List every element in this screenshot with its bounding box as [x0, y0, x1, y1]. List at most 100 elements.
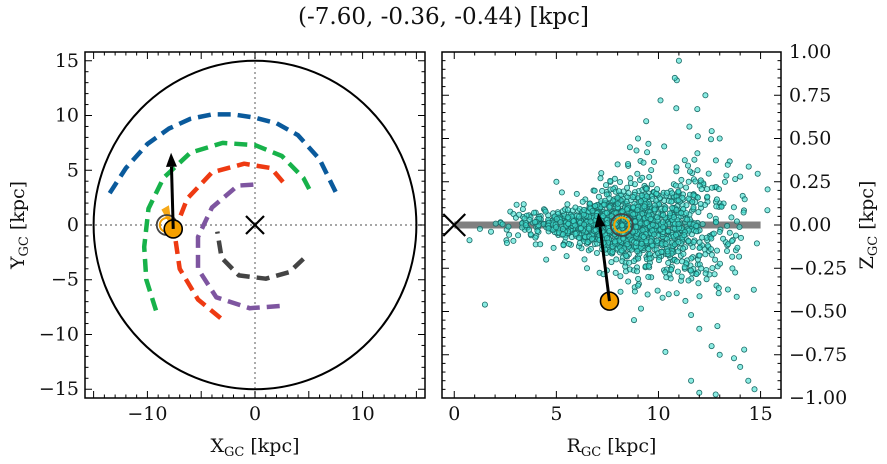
scatter-point [675, 239, 682, 246]
scatter-point [614, 200, 621, 207]
scatter-point [683, 184, 690, 191]
scatter-point [716, 351, 723, 358]
scatter-point [728, 238, 735, 245]
scatter-point [669, 190, 676, 197]
scatter-point [680, 245, 687, 252]
scatter-point [537, 241, 544, 248]
scatter-point [681, 157, 688, 164]
left-yaxis-label: YGC [kpc] [7, 181, 32, 270]
right-ytick-label: 0.00 [789, 214, 831, 236]
scatter-point [506, 231, 513, 238]
scatter-point [654, 237, 661, 244]
scatter-point [651, 231, 658, 238]
scatter-point [634, 170, 641, 177]
scatter-point [622, 263, 629, 270]
scatter-point [515, 232, 522, 239]
scatter-point [487, 228, 494, 235]
scatter-point [639, 174, 646, 181]
scatter-point [640, 159, 647, 166]
scatter-point [611, 238, 618, 245]
scatter-point [754, 170, 761, 177]
scatter-point [631, 317, 638, 324]
scatter-point [695, 280, 702, 287]
scatter-point [557, 219, 564, 226]
scatter-point [616, 188, 623, 195]
scatter-point [681, 232, 688, 239]
scatter-point [703, 276, 710, 283]
scatter-point [661, 143, 668, 150]
scatter-point [658, 248, 665, 255]
scatter-point [646, 255, 653, 262]
scatter-point [665, 227, 672, 234]
scatter-point [662, 269, 669, 276]
scatter-point [691, 156, 698, 163]
scatter-point [660, 211, 667, 218]
scatter-point [466, 237, 473, 244]
scatter-point [564, 201, 571, 208]
scatter-point [674, 268, 681, 275]
scatter-point [702, 251, 709, 258]
scatter-point [643, 193, 650, 200]
scatter-point [492, 220, 499, 227]
scatter-point [532, 219, 539, 226]
scatter-point [589, 235, 596, 242]
scatter-point [737, 173, 744, 180]
scatter-point [646, 173, 653, 180]
scatter-point [645, 246, 652, 253]
scatter-point [634, 248, 641, 255]
scatter-point [553, 215, 560, 222]
scatter-point [633, 239, 640, 246]
scatter-point [625, 190, 632, 197]
scatter-point [705, 170, 712, 177]
scatter-point [597, 175, 604, 182]
scatter-point [560, 231, 567, 238]
scatter-point [634, 268, 641, 275]
scatter-point [753, 240, 760, 247]
scatter-point [670, 214, 677, 221]
scatter-point [587, 245, 594, 252]
scatter-point [662, 348, 669, 355]
scatter-point [566, 240, 573, 247]
scatter-point [734, 244, 741, 251]
scatter-point [713, 196, 720, 203]
scatter-point [732, 176, 739, 183]
scatter-point [553, 178, 560, 185]
scatter-point [672, 182, 679, 189]
scatter-point [542, 208, 549, 215]
scatter-point [576, 240, 583, 247]
galactic-center-marker-right [442, 213, 467, 237]
scatter-point [614, 161, 621, 168]
scatter-point [657, 97, 664, 104]
scatter-point [708, 251, 715, 258]
scatter-point [764, 207, 771, 214]
scatter-point [595, 193, 602, 200]
boundary-circle [92, 59, 418, 391]
scatter-point [651, 158, 658, 165]
scatter-point [730, 204, 737, 211]
scatter-point [708, 128, 715, 135]
scatter-point [499, 221, 506, 228]
scatter-point [521, 215, 528, 222]
scatter-point [675, 220, 682, 227]
scatter-point [671, 74, 678, 81]
scatter-point [745, 163, 752, 170]
scatter-point [520, 201, 527, 208]
scatter-point [604, 220, 611, 227]
scatter-point [716, 186, 723, 193]
scatter-point [675, 248, 682, 255]
scatter-point [654, 186, 661, 193]
scatter-point [673, 105, 680, 112]
scatter-point [629, 194, 636, 201]
scatter-point [724, 222, 731, 229]
scatter-point [553, 224, 560, 231]
scatter-point [696, 325, 703, 332]
scatter-point [668, 198, 675, 205]
spiral-arm-1 [107, 112, 339, 196]
scatter-point [648, 181, 655, 188]
scatter-point [698, 265, 705, 272]
scatter-point [659, 294, 666, 301]
scatter-point [694, 133, 701, 140]
scatter-point [715, 284, 722, 291]
scatter-point [675, 57, 682, 64]
scatter-point [708, 235, 715, 242]
